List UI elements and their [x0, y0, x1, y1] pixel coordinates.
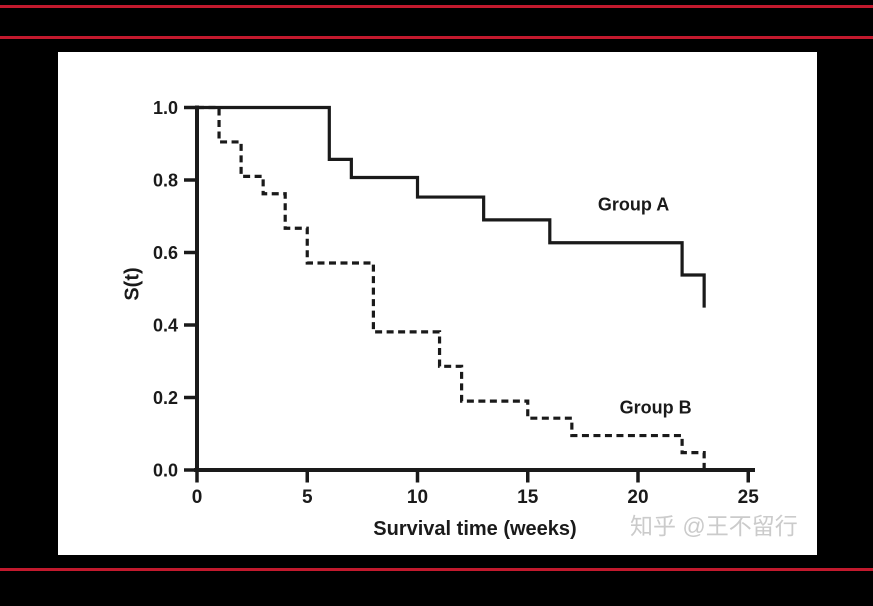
decorative-red-rule-top-1 [0, 5, 873, 8]
series-path-group-b [197, 105, 706, 470]
x-tick-label: 5 [302, 487, 313, 508]
y-axis-title: S(t) [121, 267, 144, 301]
watermark-text: 知乎 @王不留行 [630, 513, 798, 539]
y-tick-label: 0.4 [153, 316, 178, 336]
series-label-group-b: Group B [619, 397, 692, 418]
y-tick-label: 0.2 [153, 388, 178, 408]
decorative-red-rule-top-2 [0, 36, 873, 39]
y-tick-label: 1.0 [153, 98, 178, 118]
x-tick-label: 10 [407, 487, 428, 508]
series-label-group-a: Group A [597, 194, 670, 215]
series-path-group-a [197, 105, 706, 308]
y-tick-label: 0.6 [153, 243, 178, 263]
chart-svg: 1.0 0.8 0.6 0.4 0.2 0.0 0 5 10 15 20 25 [153, 98, 760, 508]
x-axis-title: Survival time (weeks) [373, 518, 577, 540]
x-tick-label: 20 [627, 487, 648, 508]
x-tick-label: 0 [192, 487, 203, 508]
chart-panel: 1.0 0.8 0.6 0.4 0.2 0.0 0 5 10 15 20 25 S(t) Surviv… [58, 52, 817, 555]
x-tick-label: 25 [738, 487, 760, 508]
x-tick-label: 15 [517, 487, 539, 508]
y-tick-label: 0.8 [153, 171, 178, 191]
y-tick-label: 0.0 [153, 461, 178, 481]
decorative-red-rule-bottom [0, 568, 873, 571]
